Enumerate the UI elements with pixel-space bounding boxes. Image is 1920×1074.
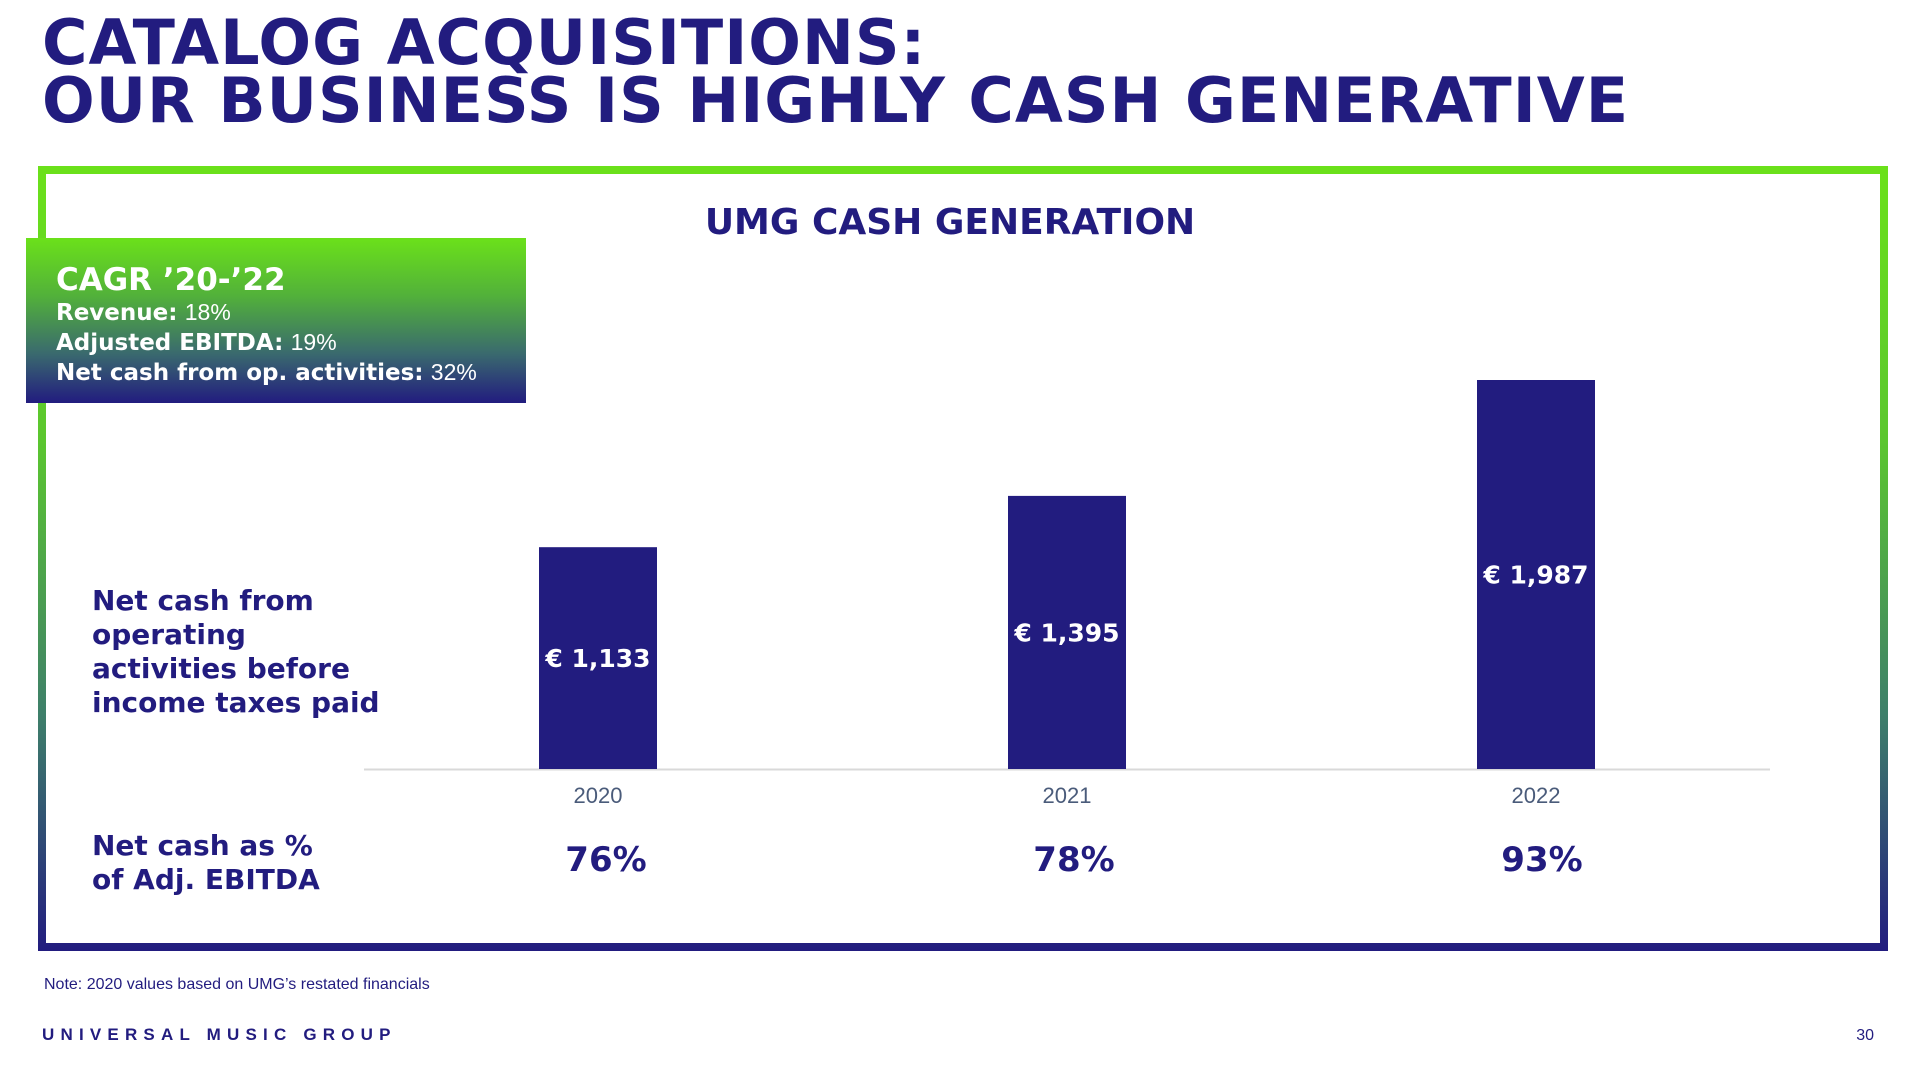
bar-row-label-line: income taxes paid	[92, 686, 380, 719]
bar-2020	[539, 547, 657, 769]
data-label-2020: € 1,133	[544, 644, 650, 673]
bar-row-label-line: operating	[92, 618, 246, 651]
pct-row-label-line: of Adj. EBITDA	[92, 863, 320, 896]
pct-value-2020: 76%	[565, 840, 647, 880]
bar-row-label: Net cash from operating activities befor…	[92, 584, 380, 720]
cagr-row-net-cash: Net cash from op. activities: 32%	[56, 358, 526, 388]
slide-title-line1: CATALOG ACQUISITIONS:	[42, 6, 927, 79]
pct-value-2021: 78%	[1033, 840, 1115, 880]
footnote: Note: 2020 values based on UMG’s restate…	[44, 976, 430, 993]
bar-row-label-line: activities before	[92, 652, 350, 685]
cagr-row-revenue: Revenue: 18%	[56, 298, 526, 328]
bar-row-label-line: Net cash from	[92, 584, 314, 617]
cagr-value: 19%	[290, 329, 337, 355]
company-logo: UNIVERSAL MUSIC GROUP	[42, 1025, 397, 1044]
bar-2022	[1477, 380, 1595, 769]
x-tick-label-2020: 2020	[574, 783, 623, 808]
cagr-title: CAGR ’20-’22	[56, 262, 286, 298]
cagr-label: Net cash from op. activities:	[56, 360, 424, 386]
cagr-label: Adjusted EBITDA:	[56, 330, 284, 356]
bar-2021	[1008, 495, 1126, 769]
pct-row-label-line: Net cash as %	[92, 829, 313, 862]
pct-row-label: Net cash as % of Adj. EBITDA	[92, 829, 320, 897]
x-tick-label-2022: 2022	[1512, 783, 1561, 808]
chart-title: UMG CASH GENERATION	[704, 202, 1196, 243]
cagr-label: Revenue:	[56, 300, 178, 326]
cagr-box: CAGR ’20-’22 Revenue: 18% Adjusted EBITD…	[26, 238, 526, 403]
cagr-value: 32%	[430, 359, 477, 385]
cagr-value: 18%	[184, 299, 231, 325]
slide-title: CATALOG ACQUISITIONS: OUR BUSINESS IS HI…	[42, 6, 1630, 137]
pct-value-2022: 93%	[1501, 840, 1583, 880]
cagr-row-ebitda: Adjusted EBITDA: 19%	[56, 328, 526, 358]
data-label-2021: € 1,395	[1013, 618, 1119, 647]
data-label-2022: € 1,987	[1482, 561, 1588, 590]
slide-title-line2: OUR BUSINESS IS HIGHLY CASH GENERATIVE	[42, 64, 1630, 137]
x-tick-label-2021: 2021	[1043, 783, 1092, 808]
page-number: 30	[1856, 1027, 1874, 1044]
